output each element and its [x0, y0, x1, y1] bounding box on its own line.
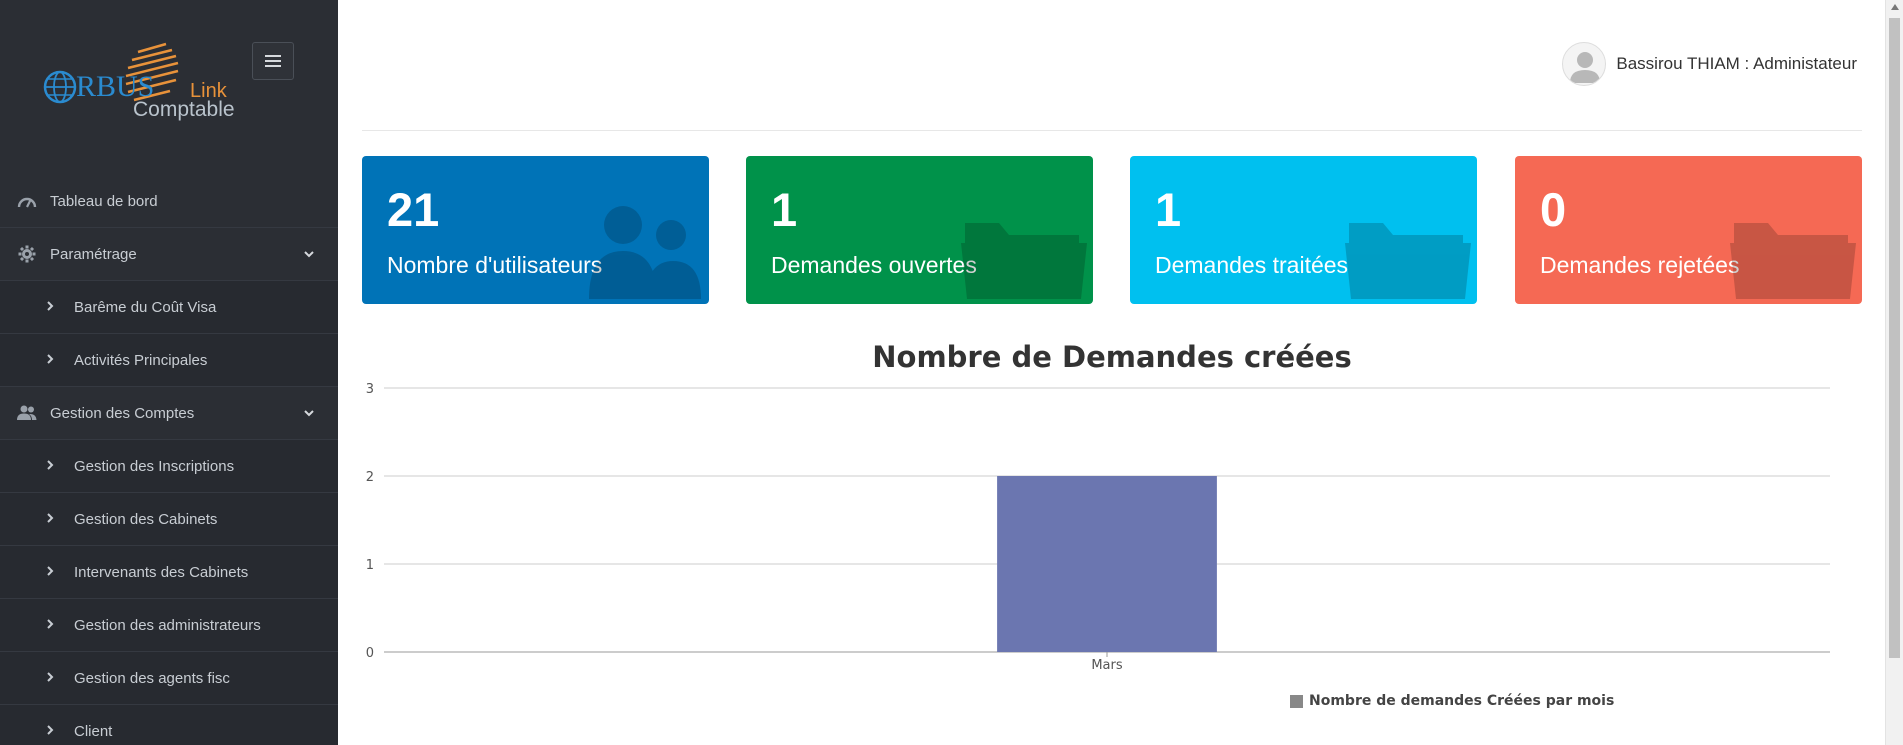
sidebar-item-label: Paramétrage [50, 245, 137, 263]
sidebar-item-gestion-administrateurs[interactable]: Gestion des administrateurs [0, 599, 338, 652]
folder-icon [1728, 203, 1858, 304]
sidebar-item-label: Client [74, 722, 113, 740]
avatar [1562, 42, 1607, 86]
stat-card-traitees[interactable]: 1 Demandes traitées [1130, 156, 1477, 304]
legend-label: Nombre de demandes Créées par mois [1309, 693, 1615, 709]
stat-value: 0 [1540, 183, 1567, 236]
scroll-up-arrow-icon[interactable] [1891, 4, 1899, 10]
stat-card-ouvertes[interactable]: 1 Demandes ouvertes [746, 156, 1093, 304]
dashboard-icon [16, 190, 38, 212]
vertical-scrollbar[interactable] [1885, 0, 1903, 745]
hamburger-icon [265, 55, 281, 67]
sidebar-item-label: Gestion des administrateurs [74, 616, 261, 634]
chevron-down-icon [302, 247, 316, 261]
chevron-right-icon [46, 352, 56, 368]
sidebar-item-label: Tableau de bord [50, 192, 158, 210]
sidebar-item-label: Gestion des Comptes [50, 404, 195, 422]
sidebar: RBUS Link Comptable Tableau de bord Para [0, 0, 338, 745]
sidebar-item-label: Gestion des Inscriptions [74, 457, 235, 475]
user-name: Bassirou THIAM : Administateur [1616, 54, 1857, 73]
x-tick-label: Mars [1091, 658, 1123, 673]
menu-toggle-button[interactable] [252, 42, 294, 80]
stat-value: 21 [387, 183, 440, 236]
sidebar-item-label: Intervenants des Cabinets [74, 563, 249, 581]
y-tick-label: 0 [366, 646, 374, 661]
sidebar-item-activites-principales[interactable]: Activités Principales [0, 334, 338, 387]
logo[interactable]: RBUS Link Comptable [38, 40, 248, 130]
chart-legend[interactable]: Nombre de demandes Créées par mois [1290, 693, 1614, 709]
logo-subtitle: Comptable [133, 98, 235, 121]
sidebar-item-gestion-des-comptes[interactable]: Gestion des Comptes [0, 387, 338, 440]
stat-value: 1 [1155, 183, 1182, 236]
logo-link-text: Link [190, 80, 227, 102]
sidebar-item-label: Gestion des agents fisc [74, 669, 230, 687]
chart-title: Nombre de Demandes créées [872, 340, 1352, 374]
user-menu[interactable]: Bassirou THIAM : Administateur [1562, 42, 1857, 86]
sidebar-item-parametrage[interactable]: Paramétrage [0, 228, 338, 281]
sidebar-item-gestion-inscriptions[interactable]: Gestion des Inscriptions [0, 440, 338, 493]
gear-icon [16, 243, 38, 265]
stat-label: Demandes traitées [1155, 252, 1349, 278]
y-tick-label: 3 [366, 382, 374, 397]
sidebar-nav: Tableau de bord Paramétrage Barême du Co… [0, 175, 338, 745]
sidebar-item-client[interactable]: Client [0, 705, 338, 745]
bar-chart: 0 1 2 3 Mars [338, 370, 1885, 730]
y-tick-label: 1 [366, 558, 374, 573]
sidebar-item-gestion-agents-fisc[interactable]: Gestion des agents fisc [0, 652, 338, 705]
users-icon [585, 199, 705, 304]
folder-icon [1343, 203, 1473, 304]
sidebar-item-label: Gestion des Cabinets [74, 510, 218, 528]
sidebar-item-intervenants-cabinets[interactable]: Intervenants des Cabinets [0, 546, 338, 599]
bar [997, 476, 1217, 652]
stats-cards: 21 Nombre d'utilisateurs 1 Demandes ouve… [362, 156, 1862, 304]
sidebar-item-tableau-de-bord[interactable]: Tableau de bord [0, 175, 338, 228]
chart-svg: 0 1 2 3 Mars [366, 382, 1830, 673]
users-icon [16, 402, 38, 424]
chevron-right-icon [46, 511, 56, 527]
stat-label: Demandes ouvertes [771, 252, 977, 278]
stat-label: Demandes rejetées [1540, 252, 1740, 278]
chevron-right-icon [46, 458, 56, 474]
sidebar-item-label: Activités Principales [74, 351, 208, 369]
chevron-right-icon [46, 617, 56, 633]
sidebar-item-bareme-cout-visa[interactable]: Barême du Coût Visa [0, 281, 338, 334]
chevron-right-icon [46, 670, 56, 686]
chevron-right-icon [46, 299, 56, 315]
top-header: Bassirou THIAM : Administateur [362, 0, 1862, 131]
sidebar-item-gestion-cabinets[interactable]: Gestion des Cabinets [0, 493, 338, 546]
chevron-right-icon [46, 564, 56, 580]
chevron-right-icon [46, 723, 56, 739]
stat-value: 1 [771, 183, 798, 236]
main-content: Bassirou THIAM : Administateur 21 Nombre… [338, 0, 1885, 745]
stat-card-utilisateurs[interactable]: 21 Nombre d'utilisateurs [362, 156, 709, 304]
stat-label: Nombre d'utilisateurs [387, 252, 603, 278]
legend-swatch [1290, 694, 1303, 708]
scroll-thumb[interactable] [1889, 18, 1900, 658]
user-avatar-icon [1570, 52, 1601, 83]
sidebar-item-label: Barême du Coût Visa [74, 298, 217, 316]
folder-icon [959, 203, 1089, 304]
logo-graphic: RBUS [43, 42, 179, 104]
chevron-down-icon [302, 406, 316, 420]
logo-text: RBUS [76, 70, 154, 103]
stat-card-rejetees[interactable]: 0 Demandes rejetées [1515, 156, 1862, 304]
y-tick-label: 2 [366, 470, 374, 485]
